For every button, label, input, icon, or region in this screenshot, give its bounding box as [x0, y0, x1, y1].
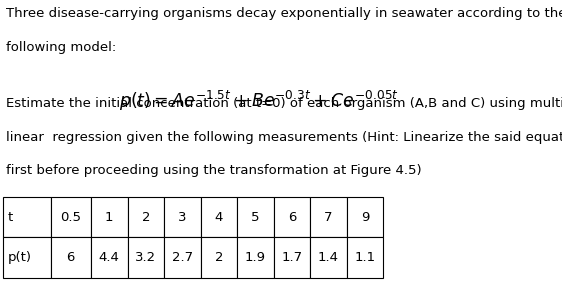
- Bar: [201, 237, 237, 278]
- Bar: [3, 197, 51, 237]
- Text: 5: 5: [251, 210, 260, 224]
- Text: 6: 6: [67, 251, 75, 264]
- Bar: [51, 237, 91, 278]
- Text: p(t): p(t): [7, 251, 31, 264]
- Text: 4: 4: [215, 210, 223, 224]
- Text: 3: 3: [178, 210, 187, 224]
- Bar: [310, 197, 347, 237]
- Text: 1.9: 1.9: [245, 251, 266, 264]
- Text: 3.2: 3.2: [135, 251, 156, 264]
- Bar: [274, 237, 310, 278]
- Bar: [51, 197, 91, 237]
- Bar: [201, 197, 237, 237]
- Bar: [237, 237, 274, 278]
- Text: 7: 7: [324, 210, 333, 224]
- Text: 0.5: 0.5: [60, 210, 81, 224]
- Bar: [164, 237, 201, 278]
- Text: 4.4: 4.4: [99, 251, 120, 264]
- Text: first before proceeding using the transformation at Figure 4.5): first before proceeding using the transf…: [6, 164, 422, 177]
- Text: 1: 1: [105, 210, 114, 224]
- Text: t: t: [7, 210, 12, 224]
- Text: 2: 2: [142, 210, 150, 224]
- Text: linear  regression given the following measurements (Hint: Linearize the said eq: linear regression given the following me…: [6, 131, 562, 144]
- Bar: [310, 237, 347, 278]
- Text: following model:: following model:: [6, 41, 116, 54]
- Text: 2: 2: [215, 251, 223, 264]
- Bar: [3, 237, 51, 278]
- Text: $p(t) = Ae^{-1.5t} + Be^{-0.3t} + Ce^{-0.05t}$: $p(t) = Ae^{-1.5t} + Be^{-0.3t} + Ce^{-0…: [119, 89, 398, 113]
- Bar: [274, 197, 310, 237]
- Text: 9: 9: [361, 210, 369, 224]
- Bar: [164, 197, 201, 237]
- Text: 1.4: 1.4: [318, 251, 339, 264]
- Bar: [237, 197, 274, 237]
- Bar: [347, 237, 383, 278]
- Text: 6: 6: [288, 210, 296, 224]
- Text: 1.1: 1.1: [355, 251, 375, 264]
- Bar: [128, 197, 164, 237]
- Text: 2.7: 2.7: [172, 251, 193, 264]
- Bar: [91, 237, 128, 278]
- Text: 1.7: 1.7: [282, 251, 302, 264]
- Text: Three disease-carrying organisms decay exponentially in seawater according to th: Three disease-carrying organisms decay e…: [6, 7, 562, 20]
- Bar: [128, 237, 164, 278]
- Text: Estimate the initial concentration (at t=0) of each organism (A,B and C) using m: Estimate the initial concentration (at t…: [6, 97, 562, 110]
- Bar: [91, 197, 128, 237]
- Bar: [347, 197, 383, 237]
